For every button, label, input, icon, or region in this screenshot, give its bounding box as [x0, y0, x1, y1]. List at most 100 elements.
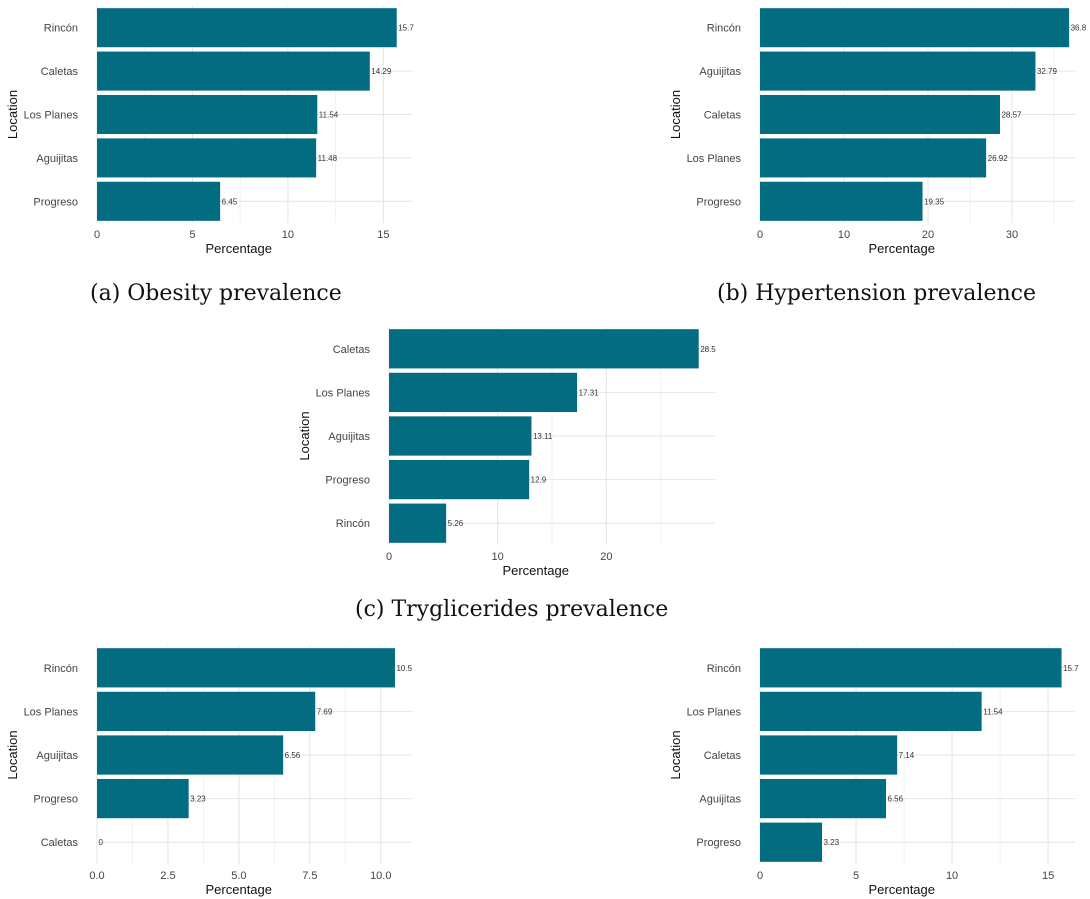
- bar: [97, 51, 370, 91]
- x-tick-label: 0: [386, 551, 392, 563]
- category-label: Progreso: [33, 196, 78, 208]
- value-label: 7.14: [899, 751, 915, 760]
- x-tick-label: 10: [282, 229, 294, 241]
- x-tick-label: 7.5: [302, 870, 317, 882]
- x-axis-title: Percentage: [502, 563, 568, 578]
- category-label: Rincón: [44, 23, 78, 35]
- x-tick-label: 15: [377, 229, 389, 241]
- x-axis-title: Percentage: [206, 882, 273, 897]
- x-axis-title: Percentage: [869, 882, 936, 897]
- category-label: Aguijitas: [699, 66, 741, 78]
- chart-svg: Rincón 36.8 Aguijitas 32.79 Caletas 28.57 Los …: [668, 6, 1087, 256]
- value-label: 32.79: [1037, 67, 1058, 76]
- value-label: 7.69: [317, 707, 333, 716]
- x-tick-label: 0: [757, 870, 763, 882]
- value-label: 0: [99, 838, 104, 847]
- value-label: 6.45: [222, 197, 238, 206]
- chart-panel-e: Rincón 15.7 Los Planes 11.54 Caletas 7.14 Agui…: [665, 643, 1090, 899]
- category-label: Caletas: [41, 66, 79, 78]
- x-tick-label: 5: [853, 870, 859, 882]
- value-label: 28.5: [700, 345, 716, 354]
- x-tick-label: 0: [94, 229, 100, 241]
- value-label: 12.9: [531, 476, 547, 485]
- value-label: 36.8: [1071, 24, 1087, 33]
- bar: [760, 822, 823, 862]
- bar: [389, 329, 699, 369]
- value-label: 11.54: [319, 111, 339, 120]
- bar: [760, 94, 1000, 135]
- value-label: 6.56: [285, 751, 301, 760]
- bar: [97, 735, 284, 775]
- chart-hypertension: Rincón 36.8 Aguijitas 32.79 Caletas 28.57 Los …: [665, 0, 1090, 262]
- chart-svg: Caletas 28.5 Los Planes 17.31 Aguijitas 13.11…: [297, 327, 716, 578]
- category-label: Rincón: [707, 663, 741, 675]
- category-label: Progreso: [33, 794, 78, 806]
- bar: [97, 181, 221, 221]
- value-label: 5.26: [448, 519, 464, 528]
- category-label: Progreso: [696, 196, 741, 208]
- value-label: 6.56: [888, 795, 904, 804]
- value-label: 10.5: [396, 664, 412, 673]
- bar: [97, 691, 316, 732]
- category-label: Rincón: [44, 663, 78, 675]
- bar: [760, 778, 886, 819]
- chart-triglycerides: Caletas 28.5 Los Planes 17.31 Aguijitas 13.11…: [295, 322, 725, 580]
- category-label: Caletas: [41, 837, 79, 849]
- x-tick-label: 2.5: [160, 870, 175, 882]
- x-tick-label: 20: [600, 551, 612, 563]
- category-label: Caletas: [333, 344, 371, 356]
- category-label: Aguijitas: [699, 794, 741, 806]
- value-label: 13.11: [533, 432, 553, 441]
- bar: [389, 372, 578, 413]
- category-label: Progreso: [325, 475, 370, 487]
- chart-obesity: Rincón 15.7 Caletas 14.29 Los Planes 11.54 Agu…: [0, 0, 432, 262]
- bar: [97, 8, 397, 48]
- x-tick-label: 20: [922, 229, 934, 241]
- category-label: Los Planes: [24, 706, 79, 718]
- caption-triglycerides: (c) Tryglicerides prevalence: [355, 597, 669, 622]
- bar: [97, 778, 189, 819]
- chart-svg: Rincón 10.5 Los Planes 7.69 Aguijitas 6.56 Pro…: [5, 646, 413, 897]
- bar: [97, 138, 317, 178]
- bar: [760, 181, 923, 221]
- category-label: Rincón: [707, 23, 741, 35]
- bar: [760, 648, 1062, 688]
- bar: [97, 94, 318, 135]
- caption-obesity: (a) Obesity prevalence: [90, 281, 342, 306]
- value-label: 3.23: [190, 795, 206, 804]
- category-label: Aguijitas: [328, 431, 370, 443]
- x-axis-title: Percentage: [869, 241, 936, 256]
- caption-hypertension: (b) Hypertension prevalence: [717, 281, 1036, 306]
- bar: [389, 459, 530, 500]
- category-label: Los Planes: [687, 706, 742, 718]
- chart-svg: Rincón 15.7 Caletas 14.29 Los Planes 11.54 Agu…: [5, 6, 414, 256]
- x-tick-label: 15: [1042, 870, 1054, 882]
- bar: [760, 8, 1070, 48]
- x-tick-label: 0.0: [89, 870, 104, 882]
- x-tick-label: 30: [1006, 229, 1018, 241]
- x-axis-title: Percentage: [206, 241, 273, 256]
- value-label: 17.31: [579, 388, 600, 397]
- x-tick-label: 10.0: [370, 870, 391, 882]
- value-label: 26.92: [988, 154, 1009, 163]
- x-tick-label: 5: [189, 229, 195, 241]
- bar: [760, 138, 987, 178]
- category-label: Rincón: [336, 518, 370, 530]
- y-axis-title: Location: [5, 730, 20, 779]
- value-label: 3.23: [824, 838, 840, 847]
- category-label: Los Planes: [687, 153, 742, 165]
- bar: [389, 416, 532, 456]
- category-label: Los Planes: [316, 387, 371, 399]
- category-label: Aguijitas: [36, 153, 78, 165]
- category-label: Los Planes: [24, 110, 79, 122]
- value-label: 14.29: [371, 67, 392, 76]
- bar: [760, 691, 982, 732]
- bar: [97, 648, 395, 688]
- value-label: 15.7: [1063, 664, 1079, 673]
- y-axis-title: Location: [668, 730, 683, 779]
- x-tick-label: 0: [757, 229, 763, 241]
- category-label: Caletas: [704, 110, 742, 122]
- x-tick-label: 10: [946, 870, 958, 882]
- category-label: Progreso: [696, 837, 741, 849]
- value-label: 15.7: [398, 24, 414, 33]
